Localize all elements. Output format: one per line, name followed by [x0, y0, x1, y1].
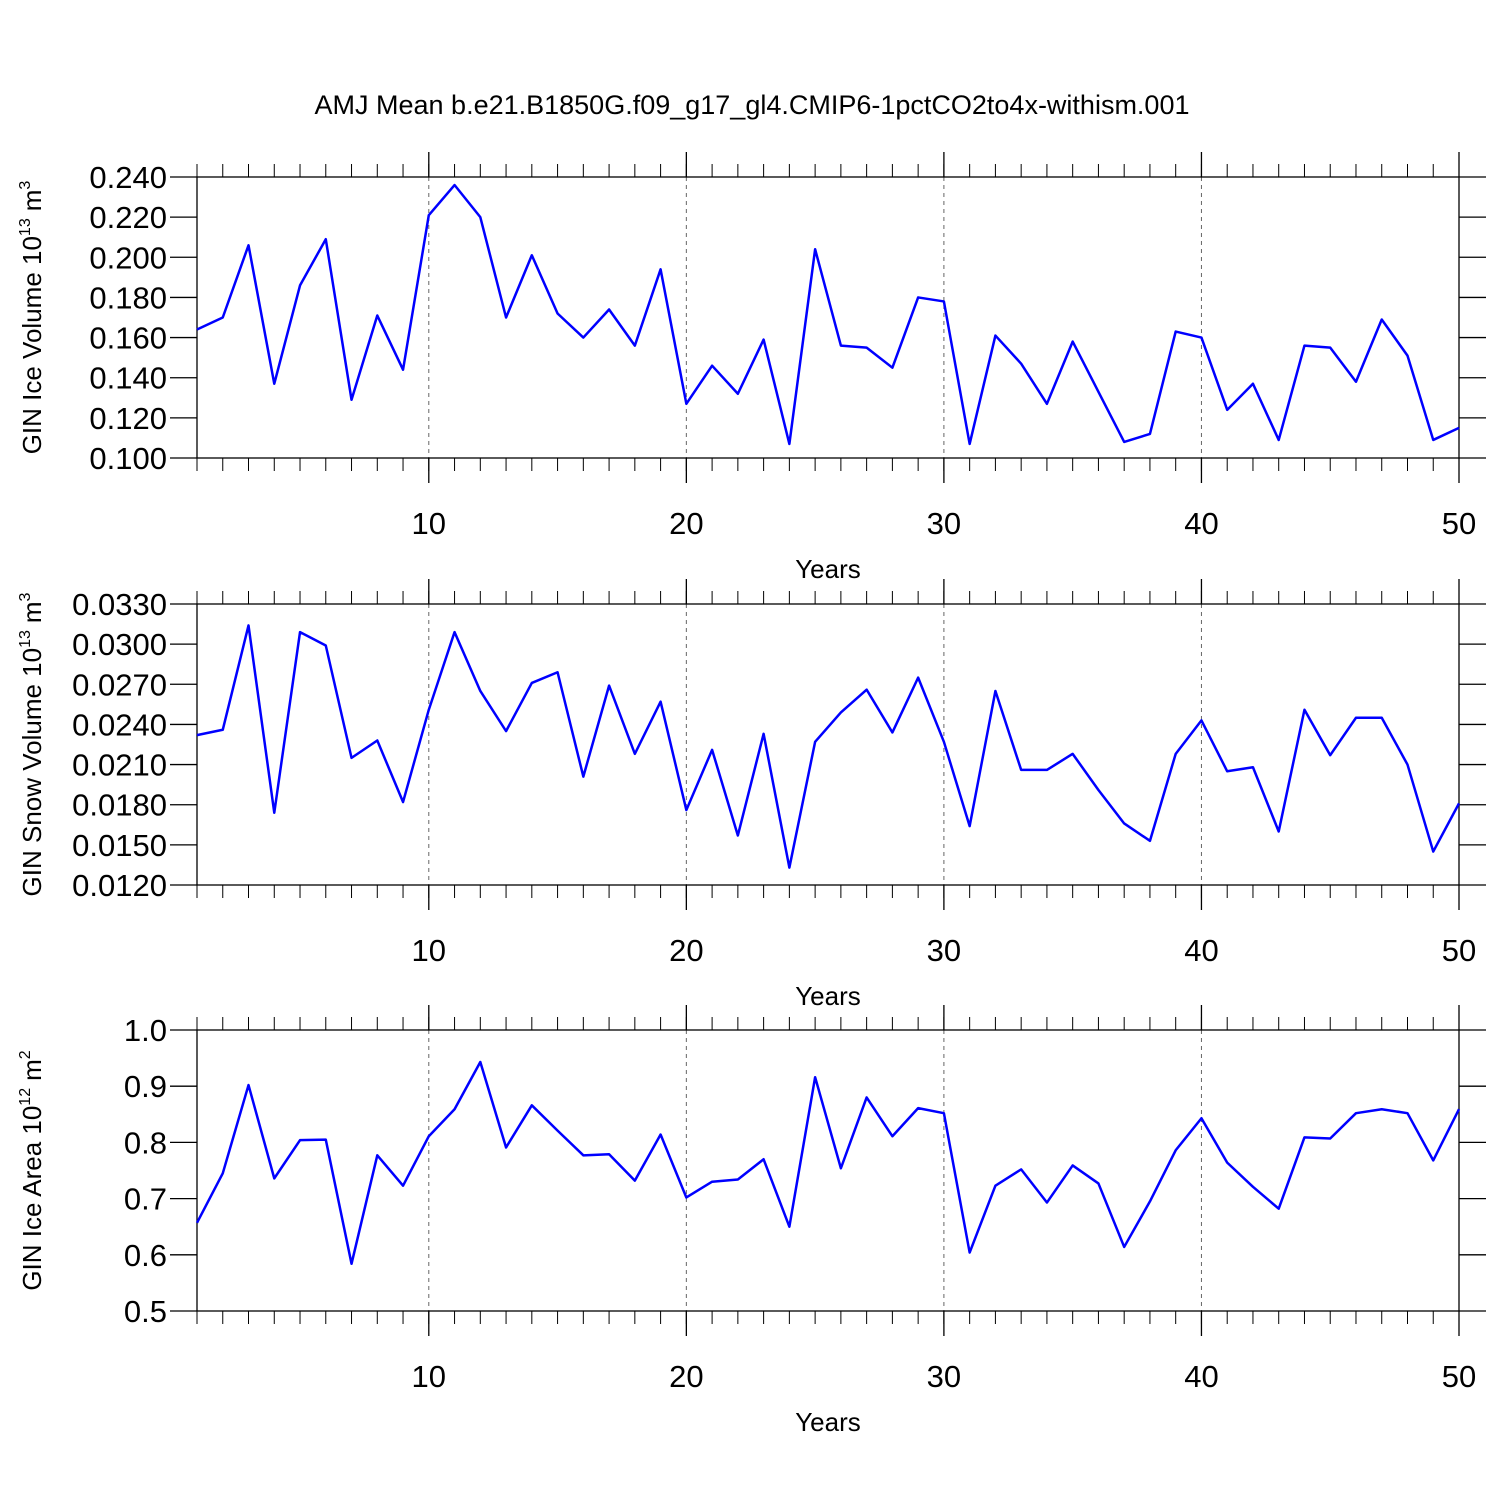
y-axis-label-text: GIN Snow Volume 10: [17, 648, 47, 897]
x-tick-label: 50: [1442, 506, 1476, 541]
y-axis-label-exponent: 12: [17, 1088, 34, 1106]
data-line: [196, 183, 1460, 446]
y-tick-label: 0.220: [89, 200, 167, 235]
y-axis-label-unit-exponent: 3: [17, 181, 34, 190]
y-axis-label: GIN Ice Volume 1013 m3: [17, 181, 47, 455]
x-tick-label: 20: [669, 1359, 703, 1394]
y-tick-label: 0.160: [89, 321, 167, 356]
y-tick-label: 0.200: [89, 240, 167, 275]
y-axis-label-exponent: 13: [17, 630, 34, 648]
x-tick-label: 40: [1184, 506, 1218, 541]
plot-frame: [196, 603, 1460, 886]
y-axis-label-unit: m: [17, 1059, 47, 1081]
y-tick-label: 0.100: [89, 441, 167, 476]
x-tick-label: 30: [927, 1359, 961, 1394]
y-tick-label: 0.120: [89, 401, 167, 436]
x-tick-label: 30: [927, 506, 961, 541]
y-tick-label: 0.0150: [72, 828, 167, 863]
y-tick-label: 0.0270: [72, 667, 167, 702]
x-axis-label: Years: [795, 1407, 861, 1437]
x-tick-label: 20: [669, 933, 703, 968]
y-axis-label-text: GIN Ice Area 10: [17, 1106, 47, 1291]
y-tick-label: 0.7: [124, 1182, 167, 1217]
chart-title: AMJ Mean b.e21.B1850G.f09_g17_gl4.CMIP6-…: [315, 90, 1190, 120]
plot-frame: [196, 176, 1460, 459]
y-tick-label: 0.140: [89, 361, 167, 396]
y-axis-label-text: GIN Ice Volume 10: [17, 236, 47, 454]
y-axis-label: GIN Snow Volume 1013 m3: [17, 592, 47, 896]
x-tick-label: 40: [1184, 1359, 1218, 1394]
y-axis-label: GIN Ice Area 1012 m2: [17, 1050, 47, 1290]
plot-frame: [196, 1029, 1460, 1312]
y-tick-label: 0.240: [89, 160, 167, 195]
y-tick-label: 0.0180: [72, 788, 167, 823]
y-axis-label-unit-exponent: 3: [17, 592, 34, 601]
y-axis-label-unit: m: [17, 190, 47, 212]
data-line: [196, 624, 1461, 869]
y-tick-label: 0.0210: [72, 748, 167, 783]
y-axis-label-unit: m: [17, 601, 47, 623]
data-line: [195, 1060, 1461, 1266]
y-axis-label-unit-exponent: 2: [17, 1050, 34, 1059]
y-tick-label: 0.5: [124, 1294, 167, 1329]
x-axis-label: Years: [795, 554, 861, 584]
y-tick-label: 0.0120: [72, 868, 167, 903]
x-tick-label: 20: [669, 506, 703, 541]
x-tick-label: 10: [412, 933, 446, 968]
y-axis-label-exponent: 13: [17, 218, 34, 236]
y-tick-label: 0.6: [124, 1238, 167, 1273]
x-tick-label: 30: [927, 933, 961, 968]
x-tick-label: 10: [412, 506, 446, 541]
y-tick-label: 0.0240: [72, 707, 167, 742]
y-tick-label: 1.0: [124, 1013, 167, 1048]
x-tick-label: 40: [1184, 933, 1218, 968]
y-tick-label: 0.0300: [72, 627, 167, 662]
x-tick-label: 50: [1442, 1359, 1476, 1394]
y-tick-label: 0.9: [124, 1069, 167, 1104]
x-axis-label: Years: [795, 981, 861, 1011]
x-tick-label: 10: [412, 1359, 446, 1394]
x-tick-label: 50: [1442, 933, 1476, 968]
y-tick-label: 0.180: [89, 280, 167, 315]
y-tick-label: 0.0330: [72, 587, 167, 622]
y-tick-label: 0.8: [124, 1125, 167, 1160]
